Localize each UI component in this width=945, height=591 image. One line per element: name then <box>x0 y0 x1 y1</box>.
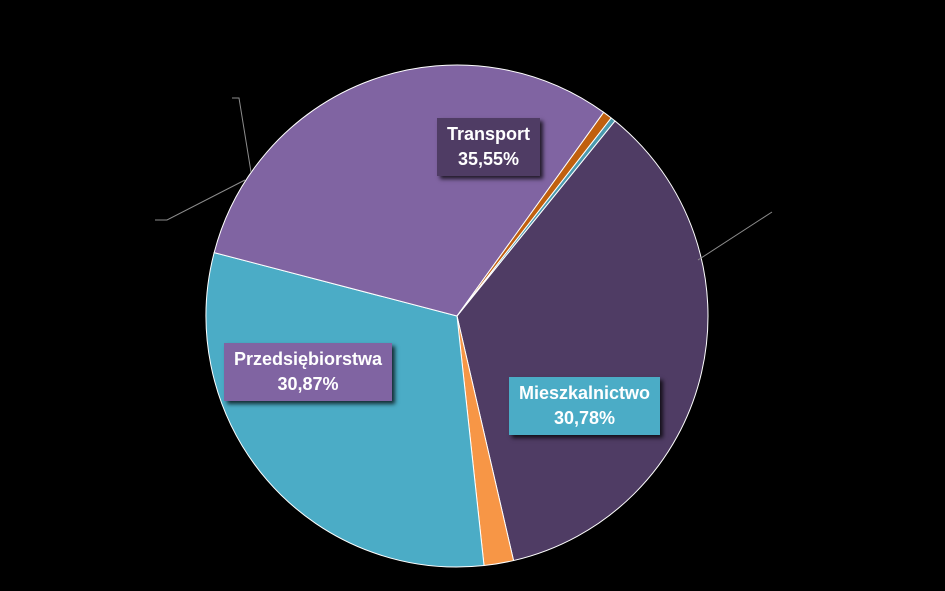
data-label-transport-value: 35,55% <box>457 149 520 169</box>
leader-line-slice-1 <box>697 211 773 261</box>
data-label-mieszkalnictwo: Mieszkalnictwo 30,78% <box>509 377 661 435</box>
data-label-transport-name: Transport <box>447 124 531 144</box>
data-label-przedsiebiorstwa: Przedsiębiorstwa 30,87% <box>224 343 393 401</box>
data-label-mieszkalnictwo-value: 30,78% <box>553 408 616 428</box>
pie-slice-transport <box>456 120 709 562</box>
leader-line-slice-5 <box>232 97 252 173</box>
pie-slice-mieszkalnictwo <box>205 252 485 568</box>
pie-slice-unlabeled-5 <box>456 117 616 317</box>
data-label-transport: Transport 35,55% <box>437 118 541 176</box>
data-label-przedsiebiorstwa-value: 30,87% <box>277 374 339 394</box>
data-label-przedsiebiorstwa-name: Przedsiębiorstwa <box>234 349 383 369</box>
leader-line-slice-4 <box>155 179 246 221</box>
data-label-mieszkalnictwo-name: Mieszkalnictwo <box>519 383 651 403</box>
